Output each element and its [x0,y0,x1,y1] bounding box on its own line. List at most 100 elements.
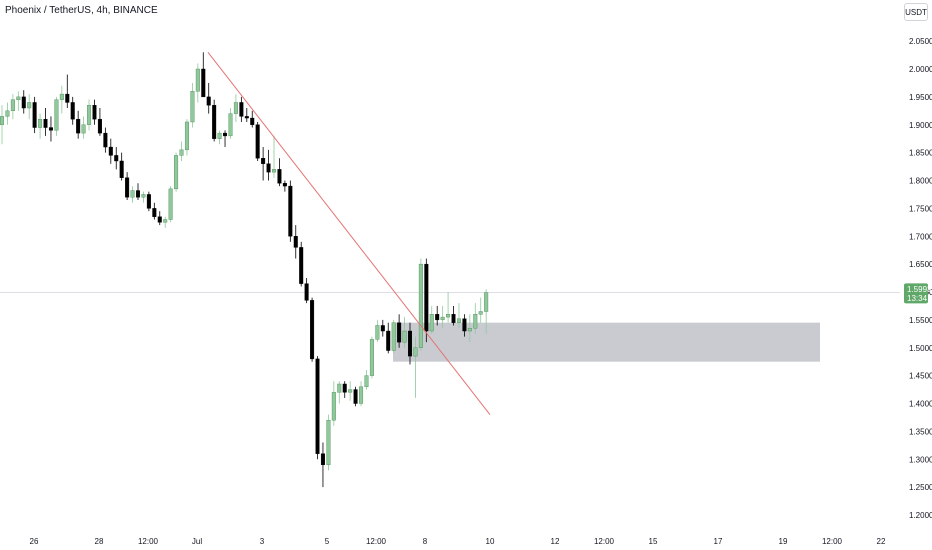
candle-down [76,110,81,139]
candle-up [473,303,478,334]
candle-body [315,358,320,454]
y-tick-label: 1.7500 [909,204,932,213]
candle-down [65,74,70,109]
candle-body [331,392,336,421]
candle-down [310,297,315,362]
candle-body [272,169,277,173]
candle-body [97,118,102,134]
y-tick-label: 1.7000 [909,232,932,241]
candle-body [190,91,195,123]
candle-body [38,118,43,128]
candle-body [223,132,228,137]
candle-body [5,110,10,117]
candle-up [130,186,135,203]
candle-body [250,117,255,125]
candle-body [402,330,407,343]
candle-down [353,386,358,407]
candle-body [261,157,266,164]
candle-down [288,180,293,242]
candle-body [195,68,200,92]
y-tick-label: 1.9000 [909,121,932,130]
candle-body [135,190,140,198]
candle-body [484,292,489,312]
x-tick-label: 12:00 [822,537,843,546]
candle-down [244,108,249,122]
candle-body [282,183,287,187]
candle-body [473,314,478,329]
candle-body [48,127,53,131]
candle-down [212,99,217,142]
candle-up [59,85,64,114]
candle-down [451,305,456,326]
y-tick-label: 1.5000 [909,344,932,353]
candle-up [190,82,195,128]
candle-body [114,155,119,162]
candle-body [174,155,179,190]
candle-down [397,314,402,348]
candle-body [456,318,461,323]
candle-down [261,147,266,181]
candle-down [206,82,211,114]
y-tick-label: 1.9500 [909,93,932,102]
y-tick-label: 1.2000 [909,511,932,520]
candle-down [125,172,130,201]
candle-up [413,336,418,398]
y-tick-label: 1.2500 [909,483,932,492]
candle-body [364,375,369,387]
candle-down [266,149,271,181]
price-label-value: 1.5993 [907,285,932,294]
candle-body [152,208,157,217]
candle-down [315,356,320,460]
candle-up [337,381,342,404]
candle-body [184,121,189,151]
y-tick-label: 1.5500 [909,316,932,325]
candle-body [397,322,402,343]
trendline [207,51,491,415]
candle-up [168,186,173,223]
price-label-countdown: 13:34 [907,294,928,303]
candle-up [272,135,277,178]
candle-down [146,191,151,212]
x-tick-label: Jul [192,537,202,546]
candle-body [310,300,315,360]
candle-down [119,152,124,181]
candle-body [451,314,456,323]
candle-up [217,130,222,145]
currency-selector[interactable]: USDT [904,3,928,21]
candle-body [10,99,15,112]
candle-body [228,113,233,137]
candle-body [108,146,113,156]
x-tick-label: 3 [260,537,265,546]
candle-body [21,96,26,109]
x-tick-label: 12:00 [366,537,387,546]
candle-down [135,183,140,201]
candle-body [386,330,391,351]
candle-down [223,130,228,148]
price-label-group: 1.5993 13:34 [904,283,932,304]
candle-down [201,52,206,98]
candle-down [277,158,282,187]
x-tick-label: 22 [877,537,886,546]
x-tick-label: 8 [423,537,428,546]
candle-down [48,116,53,142]
candle-body [429,314,434,332]
candle-down [152,202,157,220]
candle-body [320,453,325,466]
candle-body [326,420,331,466]
candle-body [201,68,206,98]
candle-up [402,317,407,348]
demand-zone-layer [393,322,820,362]
candle-up [195,63,200,103]
candle-body [103,132,108,148]
candle-down [43,108,48,136]
y-tick-label: 1.8500 [909,149,932,158]
candle-up [16,91,21,111]
y-tick-label: 1.3500 [909,427,932,436]
candle-down [304,278,309,304]
candle-body [157,216,162,223]
candle-body [408,330,413,357]
candle-body [206,96,211,106]
candle-body [163,219,168,223]
candle-down [157,211,162,226]
